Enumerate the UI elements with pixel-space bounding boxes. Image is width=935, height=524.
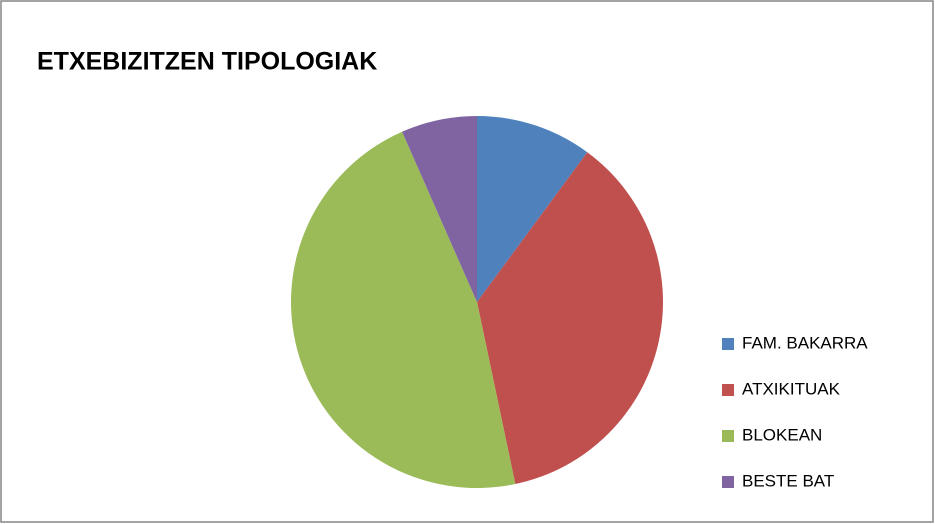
legend-swatch xyxy=(722,338,734,350)
legend-swatch xyxy=(722,476,734,488)
legend-swatch xyxy=(722,430,734,442)
legend-label: BESTE BAT xyxy=(742,471,834,490)
legend-swatch xyxy=(722,384,734,396)
legend-label: BLOKEAN xyxy=(742,425,822,444)
pie-slice xyxy=(402,116,477,302)
legend-label: FAM. BAKARRA xyxy=(742,333,868,352)
legend-label: ATXIKITUAK xyxy=(742,379,841,398)
pie-slice xyxy=(477,116,588,302)
chart-title: ETXEBIZITZEN TIPOLOGIAK xyxy=(37,48,377,76)
pie-slice xyxy=(291,131,516,488)
pie-slice xyxy=(477,152,663,485)
